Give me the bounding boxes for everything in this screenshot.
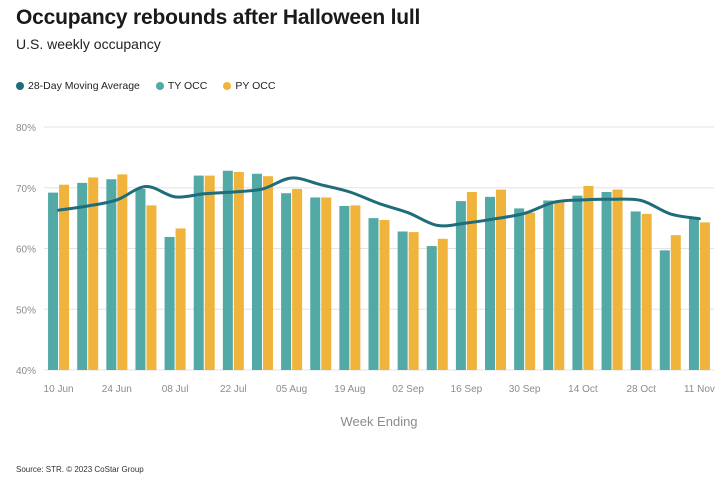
legend-label-ty-occ: TY OCC bbox=[167, 80, 208, 92]
bar-py-occ bbox=[466, 192, 477, 370]
bar-py-occ bbox=[262, 176, 273, 370]
bar-ty-occ bbox=[193, 175, 204, 370]
x-tick-label: 14 Oct bbox=[568, 384, 598, 395]
bar-py-occ bbox=[204, 175, 215, 370]
bar-py-occ bbox=[59, 184, 70, 370]
x-tick-label: 08 Jul bbox=[162, 384, 189, 395]
x-tick-label: 16 Sep bbox=[451, 384, 483, 395]
x-tick-label: 05 Aug bbox=[276, 384, 307, 395]
bar-py-occ bbox=[350, 205, 361, 370]
y-tick-label: 80% bbox=[16, 123, 36, 134]
bar-py-occ bbox=[233, 171, 244, 370]
bar-ty-occ bbox=[455, 201, 466, 370]
bar-ty-occ bbox=[251, 173, 262, 370]
bar-ty-occ bbox=[659, 250, 670, 370]
legend-label-py-occ: PY OCC bbox=[235, 80, 276, 92]
bar-ty-occ bbox=[485, 196, 496, 370]
x-tick-label: 10 Jun bbox=[44, 384, 74, 395]
x-tick-label: 19 Aug bbox=[334, 384, 365, 395]
x-tick-label: 30 Sep bbox=[509, 384, 541, 395]
bar-ty-occ bbox=[106, 179, 117, 370]
legend-item-py-occ: PY OCC bbox=[223, 80, 275, 92]
bar-ty-occ bbox=[397, 231, 408, 370]
bar-ty-occ bbox=[164, 236, 175, 370]
bar-ty-occ bbox=[310, 197, 321, 370]
bar-py-occ bbox=[699, 222, 710, 370]
chart-subtitle: U.S. weekly occupancy bbox=[16, 36, 161, 52]
moving-average-line bbox=[57, 176, 701, 228]
bar-py-occ bbox=[117, 174, 128, 370]
x-tick-label: 28 Oct bbox=[626, 384, 656, 395]
bar-ty-occ bbox=[222, 170, 233, 370]
source-note: Source: STR. © 2023 CoStar Group bbox=[16, 465, 144, 474]
bar-py-occ bbox=[146, 205, 157, 370]
bar-ty-occ bbox=[77, 182, 88, 370]
bar-ty-occ bbox=[630, 211, 641, 370]
x-tick-label: 02 Sep bbox=[392, 384, 424, 395]
legend-label-moving-average: 28-Day Moving Average bbox=[28, 80, 140, 92]
bar-ty-occ bbox=[514, 208, 525, 370]
bar-py-occ bbox=[175, 228, 186, 370]
chart-title: Occupancy rebounds after Halloween lull bbox=[16, 6, 421, 29]
y-tick-label: 40% bbox=[16, 366, 36, 377]
bar-py-occ bbox=[292, 188, 303, 370]
bar-ty-occ bbox=[601, 192, 612, 370]
y-tick-label: 50% bbox=[16, 305, 36, 316]
x-tick-label: 11 Nov bbox=[684, 384, 715, 395]
bar-py-occ bbox=[554, 200, 565, 370]
y-tick-label: 60% bbox=[16, 245, 36, 256]
bar-py-occ bbox=[88, 177, 99, 370]
x-axis-title: Week Ending bbox=[340, 414, 417, 429]
bar-ty-occ bbox=[281, 193, 292, 370]
x-tick-label: 24 Jun bbox=[102, 384, 132, 395]
bar-ty-occ bbox=[543, 200, 554, 370]
bar-py-occ bbox=[321, 197, 332, 370]
bar-py-occ bbox=[612, 189, 623, 370]
y-tick-label: 70% bbox=[16, 184, 36, 195]
bar-ty-occ bbox=[688, 218, 699, 370]
legend-swatch-ty-occ bbox=[155, 82, 164, 90]
bar-py-occ bbox=[437, 238, 448, 370]
legend-swatch-moving-average bbox=[16, 82, 24, 90]
legend-item-ty-occ: TY OCC bbox=[155, 80, 208, 92]
bar-py-occ bbox=[670, 235, 681, 370]
bar-ty-occ bbox=[135, 188, 146, 370]
legend-swatch-py-occ bbox=[223, 82, 232, 90]
bar-py-occ bbox=[379, 219, 390, 370]
legend-item-moving-average: 28-Day Moving Average bbox=[16, 80, 140, 92]
bar-ty-occ bbox=[572, 195, 583, 370]
bar-py-occ bbox=[641, 213, 652, 370]
bar-ty-occ bbox=[339, 205, 350, 370]
bar-py-occ bbox=[583, 185, 594, 370]
bar-py-occ bbox=[525, 212, 536, 370]
bar-ty-occ bbox=[426, 246, 437, 370]
x-tick-label: 22 Jul bbox=[220, 384, 247, 395]
bar-py-occ bbox=[496, 189, 507, 370]
bar-py-occ bbox=[408, 232, 419, 370]
bar-ty-occ bbox=[368, 218, 379, 370]
legend: 28-Day Moving Average TY OCC PY OCC bbox=[16, 80, 291, 92]
bar-ty-occ bbox=[48, 192, 59, 370]
